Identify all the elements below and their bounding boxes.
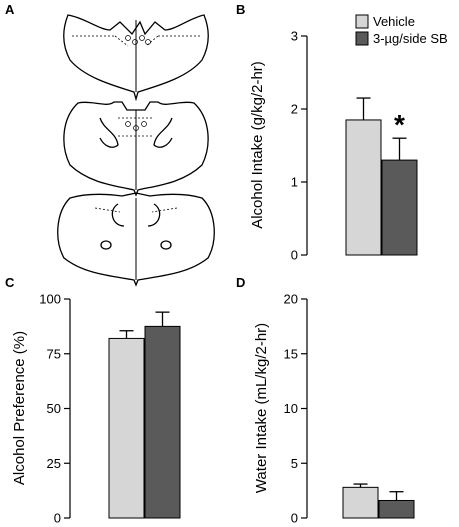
y-tick-label: 0 (291, 248, 298, 263)
y-axis-title: Water Intake (mL/kg/2-hr) (253, 323, 270, 493)
legend-label-sb: 3-µg/side SB (373, 31, 448, 46)
y-tick-label: 2 (291, 102, 298, 117)
y-tick-label: 10 (284, 401, 298, 416)
panel-letter-d: D (236, 275, 245, 290)
brain-section-1 (63, 14, 209, 102)
y-axis-title: Alcohol Preference (%) (11, 331, 28, 485)
y-tick-label: 0 (291, 511, 298, 526)
y-tick-label: 0 (54, 511, 61, 526)
bar-vehicle (345, 119, 382, 256)
y-tick-label: 50 (47, 401, 61, 416)
chart-alcohol-preference: 0 25 50 75 100 Alcohol Preference (%) (11, 292, 181, 526)
bar-vehicle (342, 486, 379, 519)
brain-section-3 (57, 192, 215, 287)
legend-swatch-sb (355, 31, 369, 46)
bar-vehicle (108, 337, 145, 519)
y-tick-label: 15 (284, 346, 298, 361)
legend-label-vehicle: Vehicle (373, 14, 415, 29)
significance-asterisk: * (394, 109, 405, 140)
bar-sb (381, 159, 418, 256)
brain-section-2 (63, 101, 209, 197)
y-tick-label: 25 (47, 456, 61, 471)
y-tick-label: 3 (291, 29, 298, 44)
y-tick-label: 1 (291, 175, 298, 190)
brain-section-diagrams (57, 14, 215, 287)
legend: Vehicle 3-µg/side SB (355, 14, 448, 46)
bar-sb (378, 499, 415, 519)
chart-alcohol-intake: 0 1 2 3 Alcohol Intake (g/kg/2-hr) * (249, 29, 418, 263)
panel-letter-b: B (236, 2, 245, 17)
y-tick-label: 75 (47, 346, 61, 361)
panel-letter-c: C (5, 275, 15, 290)
y-tick-label: 5 (291, 456, 298, 471)
y-axis-title: Alcohol Intake (g/kg/2-hr) (249, 61, 266, 229)
legend-swatch-vehicle (355, 14, 369, 29)
y-tick-label: 100 (39, 292, 61, 307)
bar-sb (144, 325, 181, 519)
y-tick-label: 20 (284, 292, 298, 307)
panel-letter-a: A (5, 2, 15, 17)
chart-water-intake: 0 5 10 15 20 Water Intake (mL/kg/2-hr) (253, 292, 415, 526)
